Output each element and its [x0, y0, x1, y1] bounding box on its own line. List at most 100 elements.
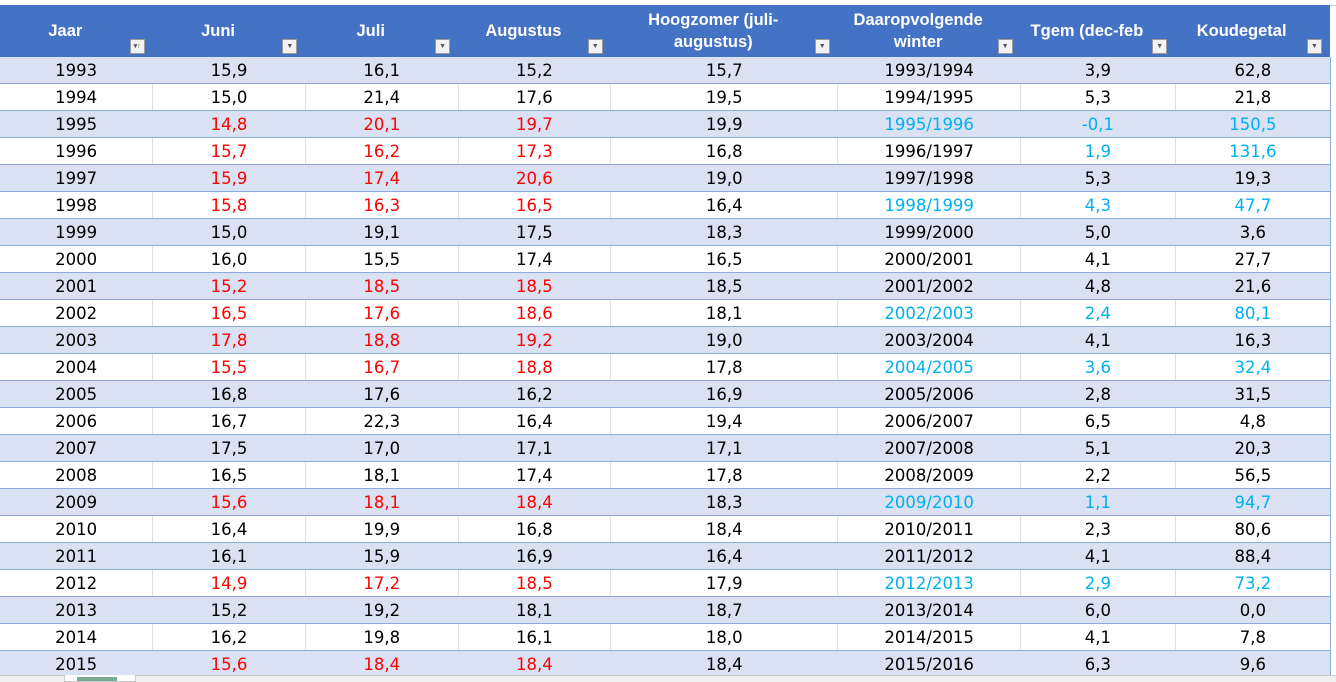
- table-cell[interactable]: 150,5: [1174, 110, 1330, 138]
- table-cell[interactable]: 6,0: [1020, 596, 1176, 624]
- table-cell[interactable]: 2,8: [1020, 380, 1176, 408]
- table-cell[interactable]: 21,8: [1174, 83, 1330, 111]
- table-cell[interactable]: 2011: [0, 542, 153, 570]
- table-cell[interactable]: 1994/1995: [837, 83, 1021, 111]
- table-cell[interactable]: 1999: [0, 218, 153, 246]
- table-cell[interactable]: 18,5: [457, 569, 611, 597]
- table-cell[interactable]: 18,0: [610, 623, 838, 651]
- table-cell[interactable]: 19,0: [610, 326, 838, 354]
- table-cell[interactable]: 1993/1994: [837, 57, 1021, 84]
- table-cell[interactable]: -0,1: [1020, 110, 1176, 138]
- table-cell[interactable]: 73,2: [1174, 569, 1330, 597]
- table-cell[interactable]: 15,8: [152, 191, 306, 219]
- table-cell[interactable]: 17,1: [610, 434, 838, 462]
- table-cell[interactable]: 17,4: [457, 245, 611, 273]
- table-cell[interactable]: 15,2: [457, 57, 611, 84]
- table-cell[interactable]: 16,2: [304, 137, 459, 165]
- table-cell[interactable]: 2015/2016: [837, 650, 1021, 678]
- table-cell[interactable]: 16,5: [610, 245, 838, 273]
- table-cell[interactable]: 15,9: [304, 542, 459, 570]
- table-cell[interactable]: 16,7: [152, 407, 306, 435]
- table-cell[interactable]: 2,4: [1020, 299, 1176, 327]
- table-cell[interactable]: 31,5: [1174, 380, 1330, 408]
- table-cell[interactable]: 18,1: [610, 299, 838, 327]
- table-cell[interactable]: 18,4: [457, 650, 611, 678]
- table-cell[interactable]: 2012: [0, 569, 153, 597]
- table-cell[interactable]: 19,9: [304, 515, 459, 543]
- table-cell[interactable]: 2005/2006: [837, 380, 1021, 408]
- table-cell[interactable]: 1995/1996: [837, 110, 1021, 138]
- table-cell[interactable]: 18,4: [457, 488, 611, 516]
- table-cell[interactable]: 15,5: [304, 245, 459, 273]
- table-cell[interactable]: 3,6: [1020, 353, 1176, 381]
- table-cell[interactable]: 2000: [0, 245, 153, 273]
- table-cell[interactable]: 17,0: [304, 434, 459, 462]
- table-cell[interactable]: 5,3: [1020, 83, 1176, 111]
- table-cell[interactable]: 4,8: [1174, 407, 1330, 435]
- table-cell[interactable]: 16,9: [610, 380, 838, 408]
- table-cell[interactable]: 18,3: [610, 218, 838, 246]
- table-cell[interactable]: 17,1: [457, 434, 611, 462]
- table-cell[interactable]: 18,4: [304, 650, 459, 678]
- table-cell[interactable]: 15,6: [152, 650, 306, 678]
- table-cell[interactable]: 17,6: [457, 83, 611, 111]
- table-cell[interactable]: 15,5: [152, 353, 306, 381]
- table-cell[interactable]: 18,7: [610, 596, 838, 624]
- table-cell[interactable]: 19,1: [304, 218, 459, 246]
- table-cell[interactable]: 2008/2009: [837, 461, 1021, 489]
- table-cell[interactable]: 16,0: [152, 245, 306, 273]
- table-cell[interactable]: 3,6: [1174, 218, 1330, 246]
- table-cell[interactable]: 2014: [0, 623, 153, 651]
- table-cell[interactable]: 18,5: [457, 272, 611, 300]
- table-cell[interactable]: 7,8: [1174, 623, 1330, 651]
- table-cell[interactable]: 18,5: [304, 272, 459, 300]
- table-cell[interactable]: 16,4: [457, 407, 611, 435]
- table-cell[interactable]: 1997/1998: [837, 164, 1021, 192]
- table-cell[interactable]: 19,2: [304, 596, 459, 624]
- table-cell[interactable]: 14,8: [152, 110, 306, 138]
- table-cell[interactable]: 22,3: [304, 407, 459, 435]
- table-cell[interactable]: 5,3: [1020, 164, 1176, 192]
- table-cell[interactable]: 18,4: [610, 515, 838, 543]
- table-cell[interactable]: 2004: [0, 353, 153, 381]
- table-cell[interactable]: 20,6: [457, 164, 611, 192]
- table-cell[interactable]: 2005: [0, 380, 153, 408]
- table-cell[interactable]: 18,6: [457, 299, 611, 327]
- table-cell[interactable]: 2003/2004: [837, 326, 1021, 354]
- table-cell[interactable]: 19,4: [610, 407, 838, 435]
- sort-ascending-filter-icon[interactable]: ▾↑: [129, 39, 145, 54]
- table-cell[interactable]: 80,6: [1174, 515, 1330, 543]
- table-cell[interactable]: 2000/2001: [837, 245, 1021, 273]
- table-cell[interactable]: 2013/2014: [837, 596, 1021, 624]
- table-cell[interactable]: 21,4: [304, 83, 459, 111]
- table-cell[interactable]: 17,8: [610, 461, 838, 489]
- table-cell[interactable]: 16,2: [457, 380, 611, 408]
- table-cell[interactable]: 19,0: [610, 164, 838, 192]
- table-cell[interactable]: 0,0: [1174, 596, 1330, 624]
- table-cell[interactable]: 1998/1999: [837, 191, 1021, 219]
- table-cell[interactable]: 17,4: [457, 461, 611, 489]
- table-cell[interactable]: 18,8: [304, 326, 459, 354]
- table-cell[interactable]: 2002/2003: [837, 299, 1021, 327]
- table-cell[interactable]: 62,8: [1174, 57, 1330, 84]
- table-cell[interactable]: 16,9: [457, 542, 611, 570]
- table-cell[interactable]: 94,7: [1174, 488, 1330, 516]
- table-cell[interactable]: 16,5: [152, 299, 306, 327]
- table-cell[interactable]: 16,2: [152, 623, 306, 651]
- table-cell[interactable]: 17,3: [457, 137, 611, 165]
- table-cell[interactable]: 17,6: [304, 299, 459, 327]
- table-cell[interactable]: 15,0: [152, 218, 306, 246]
- table-cell[interactable]: 16,7: [304, 353, 459, 381]
- table-cell[interactable]: 18,5: [610, 272, 838, 300]
- table-cell[interactable]: 19,9: [610, 110, 838, 138]
- table-cell[interactable]: 2014/2015: [837, 623, 1021, 651]
- table-cell[interactable]: 88,4: [1174, 542, 1330, 570]
- table-cell[interactable]: 16,4: [610, 191, 838, 219]
- table-cell[interactable]: 2004/2005: [837, 353, 1021, 381]
- table-cell[interactable]: 2002: [0, 299, 153, 327]
- dropdown-filter-icon[interactable]: ▼: [282, 39, 298, 54]
- table-cell[interactable]: 4,3: [1020, 191, 1176, 219]
- table-cell[interactable]: 2007/2008: [837, 434, 1021, 462]
- table-cell[interactable]: 47,7: [1174, 191, 1330, 219]
- table-cell[interactable]: 2010/2011: [837, 515, 1021, 543]
